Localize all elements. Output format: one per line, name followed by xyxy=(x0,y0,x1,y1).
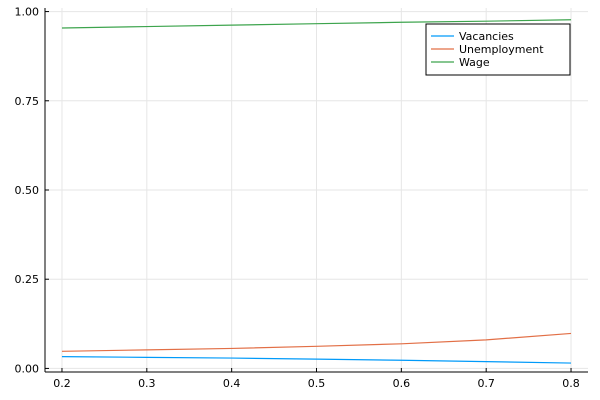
series-line-vacancies xyxy=(61,356,572,364)
tick-labels: 0.2 0.3 0.4 0.5 0.6 0.7 0.8 0.00 0.25 0.50 0.75 1.0… xyxy=(15,6,580,390)
series-line-wage xyxy=(61,19,572,29)
y-tick-label: 0.50 xyxy=(15,184,40,197)
x-tick-label: 0.7 xyxy=(477,377,495,390)
legend-label-wage: Wage xyxy=(459,56,490,69)
series-line-unemployment xyxy=(61,332,572,352)
axes xyxy=(44,8,588,373)
y-tick-label: 0.00 xyxy=(15,362,40,375)
x-tick-label: 0.4 xyxy=(223,377,241,390)
series-lines xyxy=(61,19,572,364)
x-tick-label: 0.8 xyxy=(562,377,580,390)
y-tick-label: 1.00 xyxy=(15,6,40,19)
y-tick-label: 0.75 xyxy=(15,95,40,108)
y-tick-label: 0.25 xyxy=(15,273,40,286)
legend-label-unemployment: Unemployment xyxy=(459,43,544,56)
legend-label-vacancies: Vacancies xyxy=(459,30,514,43)
x-tick-label: 0.5 xyxy=(308,377,326,390)
x-tick-label: 0.3 xyxy=(138,377,156,390)
x-tick-label: 0.6 xyxy=(393,377,411,390)
x-tick-label: 0.2 xyxy=(53,377,71,390)
